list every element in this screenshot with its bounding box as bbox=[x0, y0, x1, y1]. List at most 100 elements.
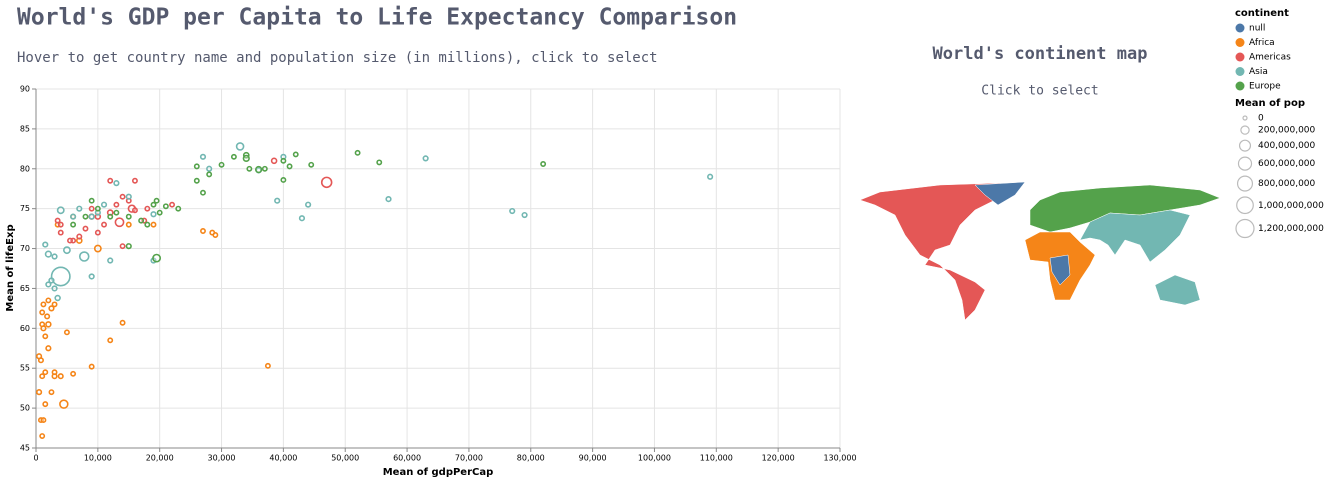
data-point[interactable] bbox=[218, 161, 225, 168]
data-point[interactable] bbox=[153, 197, 160, 204]
data-point[interactable] bbox=[107, 213, 114, 220]
data-point[interactable] bbox=[119, 243, 126, 250]
data-point[interactable] bbox=[101, 221, 107, 228]
data-point[interactable] bbox=[261, 165, 268, 172]
data-point[interactable] bbox=[125, 213, 132, 220]
null-region[interactable] bbox=[974, 181, 1026, 206]
data-point[interactable] bbox=[292, 151, 299, 158]
data-point[interactable] bbox=[308, 161, 315, 168]
data-point[interactable] bbox=[385, 195, 392, 203]
data-point[interactable] bbox=[206, 171, 213, 178]
data-point[interactable] bbox=[298, 215, 306, 222]
data-point[interactable] bbox=[88, 197, 95, 204]
data-point[interactable] bbox=[42, 333, 49, 340]
data-point[interactable] bbox=[54, 294, 61, 302]
data-point[interactable] bbox=[48, 389, 55, 396]
data-point[interactable] bbox=[144, 205, 151, 212]
data-point[interactable] bbox=[131, 207, 138, 214]
data-point[interactable] bbox=[70, 221, 77, 228]
data-point[interactable] bbox=[125, 243, 132, 250]
data-point[interactable] bbox=[193, 163, 200, 170]
data-point[interactable] bbox=[119, 193, 126, 200]
data-point[interactable] bbox=[264, 362, 271, 369]
null-region[interactable] bbox=[1049, 254, 1071, 286]
data-point[interactable] bbox=[235, 142, 245, 151]
data-point[interactable] bbox=[63, 329, 70, 336]
data-point[interactable] bbox=[274, 197, 281, 204]
data-point[interactable] bbox=[40, 417, 47, 424]
data-point[interactable] bbox=[94, 205, 101, 212]
data-point[interactable] bbox=[45, 281, 52, 288]
data-point[interactable] bbox=[67, 237, 73, 244]
data-point[interactable] bbox=[125, 221, 132, 228]
data-point[interactable] bbox=[270, 157, 278, 165]
data-point[interactable] bbox=[54, 217, 61, 224]
data-point[interactable] bbox=[37, 357, 44, 364]
data-point[interactable] bbox=[107, 337, 114, 344]
data-point[interactable] bbox=[57, 373, 64, 380]
data-point[interactable] bbox=[114, 217, 125, 228]
data-point[interactable] bbox=[70, 370, 77, 377]
data-point[interactable] bbox=[51, 285, 58, 292]
data-point[interactable] bbox=[138, 217, 145, 224]
data-point[interactable] bbox=[88, 213, 95, 220]
data-point[interactable] bbox=[42, 401, 49, 408]
data-point[interactable] bbox=[280, 157, 287, 164]
data-point[interactable] bbox=[540, 161, 547, 167]
data-point[interactable] bbox=[162, 203, 169, 210]
data-point[interactable] bbox=[119, 319, 126, 326]
data-point[interactable] bbox=[199, 153, 207, 160]
data-point[interactable] bbox=[82, 225, 89, 232]
data-point[interactable] bbox=[125, 193, 132, 200]
data-point[interactable] bbox=[354, 149, 361, 156]
data-point[interactable] bbox=[94, 229, 101, 236]
data-point[interactable] bbox=[82, 213, 89, 220]
data-point[interactable] bbox=[175, 205, 182, 212]
data-point[interactable] bbox=[150, 211, 157, 218]
data-point[interactable] bbox=[113, 201, 120, 208]
data-point[interactable] bbox=[144, 221, 151, 228]
data-point[interactable] bbox=[100, 201, 108, 208]
data-point[interactable] bbox=[422, 155, 429, 162]
data-point[interactable] bbox=[254, 165, 263, 174]
data-point[interactable] bbox=[200, 189, 206, 196]
data-point[interactable] bbox=[206, 165, 213, 172]
data-point[interactable] bbox=[230, 153, 237, 160]
data-point[interactable] bbox=[150, 221, 157, 228]
data-point[interactable] bbox=[286, 163, 293, 170]
data-point[interactable] bbox=[78, 251, 90, 262]
data-point[interactable] bbox=[39, 373, 46, 380]
data-point[interactable] bbox=[48, 305, 55, 312]
data-point[interactable] bbox=[39, 433, 46, 439]
data-point[interactable] bbox=[200, 228, 206, 234]
data-point[interactable] bbox=[113, 180, 120, 187]
data-point[interactable] bbox=[242, 154, 250, 163]
data-point[interactable] bbox=[521, 211, 528, 219]
data-point[interactable] bbox=[152, 253, 162, 263]
data-point[interactable] bbox=[51, 301, 58, 308]
data-point[interactable] bbox=[107, 177, 114, 184]
asia-region[interactable] bbox=[1079, 209, 1191, 263]
data-point[interactable] bbox=[70, 213, 77, 220]
data-point[interactable] bbox=[45, 345, 52, 352]
data-point[interactable] bbox=[707, 173, 714, 180]
data-point[interactable] bbox=[88, 205, 95, 212]
data-point[interactable] bbox=[42, 241, 49, 248]
data-point[interactable] bbox=[50, 266, 71, 287]
data-point[interactable] bbox=[45, 321, 52, 328]
data-point[interactable] bbox=[169, 201, 176, 208]
americas-region[interactable] bbox=[859, 182, 1001, 321]
data-point[interactable] bbox=[88, 363, 95, 370]
data-point[interactable] bbox=[56, 206, 65, 215]
data-point[interactable] bbox=[193, 177, 200, 184]
data-point[interactable] bbox=[376, 159, 383, 166]
data-point[interactable] bbox=[150, 201, 157, 208]
data-point[interactable] bbox=[280, 176, 287, 183]
data-point[interactable] bbox=[76, 205, 83, 212]
data-point[interactable] bbox=[35, 389, 43, 396]
world-map[interactable] bbox=[859, 181, 1221, 321]
data-point[interactable] bbox=[509, 207, 516, 215]
data-point[interactable] bbox=[40, 325, 47, 332]
data-point[interactable] bbox=[44, 313, 51, 320]
data-point[interactable] bbox=[76, 233, 83, 240]
